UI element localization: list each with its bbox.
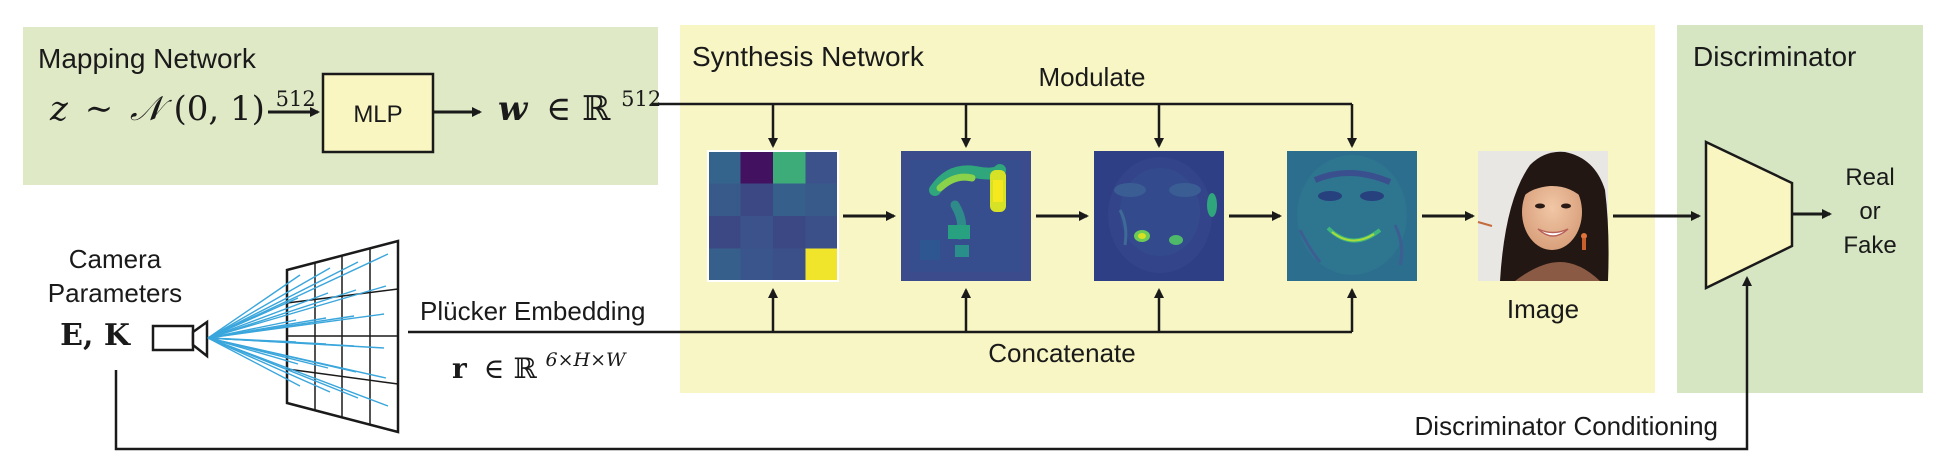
- camera-ray: [207, 313, 385, 339]
- camera-ray: [207, 337, 389, 407]
- camera-ray: [207, 261, 359, 339]
- mlp-label: MLP: [353, 101, 402, 128]
- feature-map-3: [1094, 151, 1224, 281]
- mapping-network-title: Mapping Network: [38, 43, 257, 74]
- camera-ray: [207, 337, 387, 379]
- synthesis-network-title: Synthesis Network: [692, 41, 925, 72]
- feature-cell: [708, 151, 741, 184]
- feature-cell: [805, 183, 839, 217]
- mlp-box: [321, 72, 435, 154]
- feature-cell: [708, 216, 741, 249]
- plucker-embedding-label: Plücker Embedding: [420, 296, 645, 326]
- output-real: Real: [1845, 164, 1894, 191]
- discriminator-title: Discriminator: [1693, 41, 1856, 72]
- camera-ray: [207, 337, 385, 349]
- modulate-label: Modulate: [1039, 62, 1146, 92]
- generated-face-image: [1477, 151, 1609, 281]
- discriminator-block: [1704, 140, 1794, 291]
- camera-symbols: E, K: [60, 318, 131, 353]
- camera-label-line1: Camera: [69, 244, 162, 274]
- latent-z-formula: z ∼ 𝒩 (0, 1) 512: [49, 87, 316, 129]
- camera-ray: [207, 289, 357, 339]
- feature-cell: [773, 216, 806, 249]
- feature-cell: [740, 248, 774, 282]
- concatenate-label: Concatenate: [988, 338, 1135, 368]
- feature-map-1-border: [707, 150, 839, 282]
- feature-cell: [773, 151, 806, 184]
- camera-ray: [207, 267, 331, 339]
- camera-label-line2: Parameters: [48, 278, 182, 308]
- latent-w-formula: w ∈ ℝ 512: [498, 87, 661, 129]
- feature-cell: [773, 183, 806, 217]
- feature-map-4x4: [708, 151, 839, 282]
- camera-ray: [207, 297, 299, 339]
- feature-map-4: [1287, 151, 1417, 281]
- feature-cell: [740, 183, 774, 217]
- feature-cell: [708, 183, 741, 217]
- feature-cell: [773, 248, 806, 282]
- feature-cell: [805, 151, 839, 184]
- camera-ray: [207, 292, 329, 339]
- feature-map-2: [901, 151, 1031, 281]
- discriminator-conditioning-label: Discriminator Conditioning: [1415, 411, 1718, 441]
- feature-cell: [740, 216, 774, 249]
- discriminator-conditioning-line: [114, 276, 1752, 451]
- feature-cell: [805, 248, 839, 282]
- plucker-formula: r ∈ ℝ 6×H×W: [452, 349, 627, 385]
- camera-ray: [207, 285, 387, 339]
- feature-cell: [740, 151, 774, 184]
- output-or: or: [1859, 198, 1880, 225]
- camera-ray: [207, 337, 331, 393]
- camera-ray: [207, 274, 301, 339]
- feature-cell: [805, 216, 839, 249]
- feature-cell: [708, 248, 741, 282]
- camera-ray: [207, 337, 301, 387]
- camera-rays: [207, 253, 389, 407]
- image-label: Image: [1507, 294, 1579, 324]
- camera-icon: [151, 319, 209, 359]
- output-fake: Fake: [1843, 232, 1896, 259]
